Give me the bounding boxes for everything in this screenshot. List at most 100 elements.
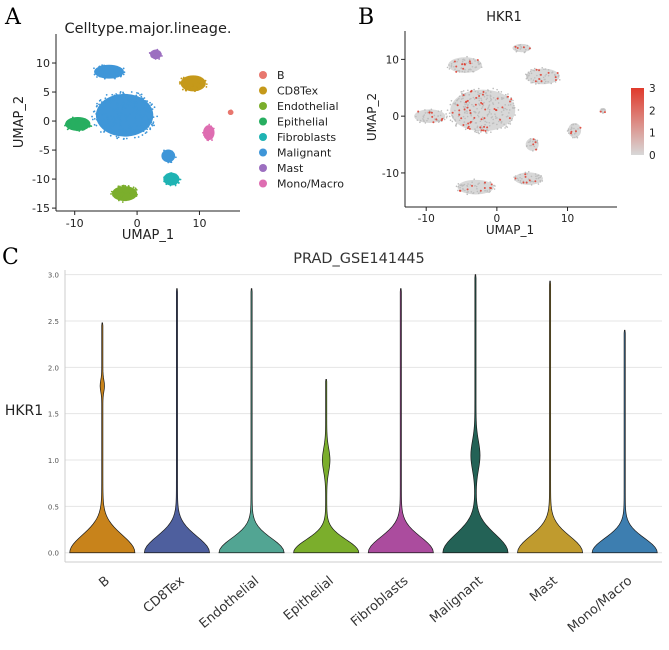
cell-point (463, 121, 466, 123)
cell-point (149, 128, 152, 131)
cell-point (135, 94, 138, 97)
cell-point (514, 114, 516, 116)
cell-point (118, 120, 121, 123)
cell-point (211, 139, 213, 141)
cell-point (114, 108, 116, 111)
cell-point (458, 69, 461, 72)
cell-point (539, 179, 542, 182)
cell-point (149, 52, 151, 55)
cell-point (192, 86, 194, 89)
cell-point (150, 107, 152, 110)
cell-point (477, 93, 479, 96)
cell-point (536, 140, 538, 143)
violin-mono-macro (591, 329, 658, 554)
cell-point (490, 131, 492, 133)
cell-point (135, 112, 138, 115)
expressing-cell (482, 129, 485, 132)
cell-point (509, 121, 511, 123)
cell-point (128, 126, 131, 129)
cell-point (529, 144, 531, 147)
cell-point (122, 102, 125, 105)
cell-point (74, 123, 76, 125)
colorbar-ramp (631, 88, 644, 155)
colorbar-tick-label: 2 (649, 105, 656, 117)
expressing-cell (467, 122, 470, 125)
expressing-cell (535, 148, 538, 151)
cell-point (192, 87, 195, 90)
cell-point (492, 118, 495, 121)
cell-point (510, 119, 513, 122)
expressing-cell (484, 108, 487, 111)
cell-point (95, 118, 98, 121)
cell-point (111, 96, 114, 99)
cell-point (440, 110, 443, 112)
y-tick-label: 1.0 (48, 457, 59, 465)
legend-key-endothelial (259, 102, 267, 110)
cell-point (145, 131, 148, 134)
cell-point (448, 64, 450, 66)
expressing-cell (469, 120, 472, 123)
cell-point (480, 97, 482, 100)
cell-point (116, 108, 119, 110)
cell-point (134, 129, 136, 132)
cell-point (230, 109, 232, 112)
cell-point (77, 121, 79, 124)
cell-point (526, 173, 528, 175)
expressing-cell (466, 106, 469, 109)
cell-point (148, 118, 151, 121)
cell-point (184, 86, 187, 89)
expressing-cell (417, 110, 420, 113)
cell-point (118, 115, 121, 118)
cell-point (103, 117, 105, 120)
legend-key-fibroblasts (259, 133, 267, 141)
legend-label: Fibroblasts (277, 131, 336, 144)
expressing-cell (480, 129, 483, 132)
cell-point (95, 124, 98, 127)
cell-point (473, 88, 475, 91)
y-tick-label: 0.5 (48, 503, 59, 511)
cell-point (501, 114, 504, 116)
cell-point (456, 98, 459, 101)
cell-point (457, 183, 460, 185)
cell-point (112, 194, 115, 197)
cell-point (460, 67, 462, 70)
cell-point (518, 44, 520, 47)
cell-point (93, 110, 96, 113)
cell-point (169, 178, 171, 180)
cell-point (100, 113, 103, 116)
cell-point (150, 55, 153, 58)
expressing-cell (466, 127, 469, 130)
cell-point (448, 112, 451, 114)
cell-point (167, 173, 170, 176)
cell-point (128, 188, 130, 190)
cell-point (64, 124, 66, 127)
cell-point (119, 125, 122, 128)
expressing-cell (579, 126, 582, 129)
cell-point (462, 90, 465, 92)
cell-point (506, 126, 509, 128)
cell-point (125, 96, 128, 99)
cell-point (172, 154, 175, 156)
cell-point (476, 97, 479, 99)
cell-point (96, 76, 98, 78)
cell-point (464, 112, 466, 114)
cell-point (96, 72, 99, 74)
cell-point (452, 115, 454, 118)
cell-point (450, 65, 453, 68)
cell-point (497, 91, 500, 93)
cell-point (492, 96, 495, 99)
expressing-cell (522, 46, 525, 49)
expressing-cell (455, 70, 458, 73)
cell-point (96, 102, 98, 105)
cell-point (572, 123, 575, 126)
cell-point (153, 106, 156, 109)
cell-point (475, 185, 478, 188)
cell-point (144, 100, 147, 102)
cell-point (202, 131, 204, 134)
cell-point (422, 118, 424, 120)
cell-point (141, 100, 144, 103)
cell-point (466, 185, 469, 187)
legend-key-mast (259, 164, 267, 172)
cell-point (114, 118, 116, 121)
cell-point (488, 111, 491, 114)
